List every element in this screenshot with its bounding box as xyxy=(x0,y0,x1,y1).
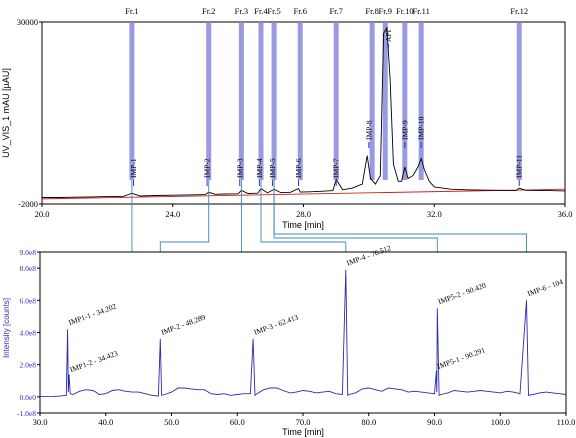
uv-y-axis-label: UV_VIS_1 mAU [µAU] xyxy=(1,68,11,158)
fraction-bar-10 xyxy=(402,22,408,180)
fraction-label-12: Fr.12 xyxy=(510,6,528,16)
fraction-label-4: Fr.4 xyxy=(254,6,268,16)
uv-y-tick-label-2: -2000 xyxy=(18,199,38,209)
fraction-bar-6 xyxy=(297,22,303,180)
ms-y-tick-label-5: 2.0e8 xyxy=(20,361,37,370)
fraction-label-9: Fr.9 xyxy=(378,6,391,16)
uv-series-line xyxy=(42,26,566,198)
fraction-bar-4 xyxy=(258,22,264,180)
fraction-bar-8 xyxy=(369,22,375,180)
uv-peak-label-1: IMP-1 xyxy=(129,158,138,178)
ms-x-tick-label-4: 60.0 xyxy=(230,417,245,427)
ms-y-axis-label: Intensity [counts] xyxy=(2,298,11,358)
ms-y-tick-label-4: 4.0e8 xyxy=(20,329,37,338)
uv-x-tick-label-5: 36.0 xyxy=(558,209,573,219)
uv-peak-label-4: IMP-4 xyxy=(255,158,264,178)
uv-x-tick-label-4: 32.0 xyxy=(427,209,442,219)
fraction-label-2: Fr.2 xyxy=(202,6,215,16)
fraction-label-11: Fr.11 xyxy=(412,6,429,16)
uv-x-tick-label-1: 20.0 xyxy=(35,209,50,219)
uv-peak-label-11: IMP-10 xyxy=(417,116,426,140)
fraction-label-3: Fr.3 xyxy=(235,6,248,16)
ms-x-tick-label-8: 100.0 xyxy=(491,417,510,427)
uv-y-tick-label-1: 30000 xyxy=(17,17,38,27)
uv-peak-label-3: IMP-3 xyxy=(235,158,244,178)
uv-x-tick-label-2: 24.0 xyxy=(165,209,180,219)
fraction-label-8: Fr.8 xyxy=(365,6,378,16)
ms-x-tick-label-9: 110.0 xyxy=(557,417,576,427)
fraction-label-6: Fr.6 xyxy=(293,6,306,16)
ms-y-tick-label-2: 8.0e8 xyxy=(20,264,37,273)
ms-y-tick-label-1: 9.0e8 xyxy=(20,248,37,257)
ms-x-tick-label-5: 70.0 xyxy=(296,417,311,427)
ms-x-tick-label-3: 50.0 xyxy=(164,417,179,427)
fraction-bar-5 xyxy=(271,22,277,180)
ms-x-tick-label-1: 30.0 xyxy=(33,417,48,427)
uv-peak-label-7: IMP-7 xyxy=(332,158,341,178)
fraction-bar-7 xyxy=(333,22,339,180)
fraction-bar-1 xyxy=(129,22,135,180)
ms-plot-area xyxy=(39,251,567,414)
uv-peak-label-6: IMP-6 xyxy=(294,158,303,178)
ms-y-tick-label-6: 0.0e0 xyxy=(20,393,37,402)
uv-peak-label-8: IMP-8 xyxy=(364,120,373,140)
fraction-bar-12 xyxy=(516,22,522,180)
fraction-bar-11 xyxy=(418,22,424,180)
uv-peak-label-5: IMP-5 xyxy=(268,158,277,178)
uv-plot-area xyxy=(41,21,566,205)
fraction-label-5: Fr.5 xyxy=(267,6,280,16)
connector-line-4 xyxy=(260,180,347,258)
fraction-bar-9 xyxy=(382,22,388,180)
ms-y-tick-label-3: 6.0e8 xyxy=(20,296,37,305)
fraction-bar-3 xyxy=(238,22,244,180)
uv-x-tick-label-3: 28.0 xyxy=(296,209,311,219)
ms-x-axis-label: Time [min] xyxy=(282,427,324,437)
uv-peak-label-12: IMP-11 xyxy=(515,155,524,178)
uv-peak-label-2: IMP-2 xyxy=(203,158,212,178)
uv-peak-label-10: IMP-9 xyxy=(400,120,409,140)
fraction-label-1: Fr.1 xyxy=(125,6,138,16)
fraction-label-7: Fr.7 xyxy=(329,6,342,16)
fraction-bar-2 xyxy=(206,22,212,180)
uv-peak-label-9: API xyxy=(384,29,393,42)
fraction-label-10: Fr.10 xyxy=(396,6,414,16)
uv-baseline-line xyxy=(41,188,566,200)
ms-y-tick-label-7: -1.0e8 xyxy=(17,409,36,418)
uv-chart: Fr.1 Fr.2 Fr.3 Fr.4 Fr.5 Fr.6 Fr.7 Fr.8 Fr.9 Fr.1… xyxy=(1,6,572,230)
ms-x-tick-label-6: 80.0 xyxy=(361,417,376,427)
uv-x-axis-label: Time [min] xyxy=(282,220,324,230)
ms-x-tick-label-2: 40.0 xyxy=(98,417,113,427)
ms-series-line xyxy=(39,269,567,398)
ms-x-tick-label-7: 90.0 xyxy=(427,417,442,427)
